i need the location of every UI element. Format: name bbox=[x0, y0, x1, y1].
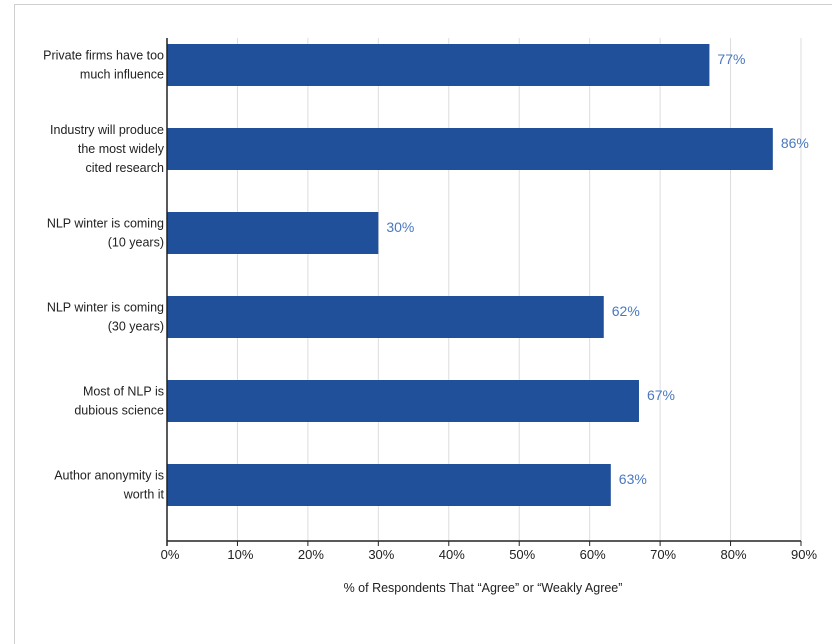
category-label-line: Private firms have too bbox=[43, 49, 164, 63]
bar bbox=[167, 212, 379, 254]
bar bbox=[167, 464, 611, 506]
category-label-line: (10 years) bbox=[108, 236, 164, 250]
x-tick-label: 80% bbox=[721, 547, 747, 562]
category-label-line: the most widely bbox=[78, 142, 165, 156]
x-tick-label: 60% bbox=[580, 547, 606, 562]
bar bbox=[167, 380, 639, 422]
bar-value-label: 30% bbox=[386, 219, 414, 235]
x-tick-label: 50% bbox=[509, 547, 535, 562]
bar-value-label: 67% bbox=[647, 387, 675, 403]
category-label-line: much influence bbox=[80, 68, 164, 82]
x-axis-title: % of Respondents That “Agree” or “Weakly… bbox=[344, 581, 623, 595]
category-label-line: (30 years) bbox=[108, 320, 164, 334]
axes bbox=[166, 38, 802, 546]
gridlines bbox=[236, 38, 802, 541]
x-tick-label: 90% bbox=[791, 547, 817, 562]
category-label: Most of NLP is dubious science bbox=[74, 385, 164, 418]
labels: 0% 10% 20% 30% 40% 50% 60% 70% 80% 90% 77% Private … bbox=[43, 49, 817, 563]
x-tick-label: 10% bbox=[227, 547, 253, 562]
bars bbox=[167, 44, 773, 506]
x-tick-label: 20% bbox=[298, 547, 324, 562]
category-label-line: Author anonymity is bbox=[54, 469, 164, 483]
bar-value-label: 77% bbox=[717, 51, 745, 67]
bar-value-label: 63% bbox=[619, 471, 647, 487]
category-label: NLP winter is coming (30 years) bbox=[47, 301, 164, 334]
bar-chart: 0% 10% 20% 30% 40% 50% 60% 70% 80% 90% 77% Private … bbox=[43, 38, 817, 595]
x-tick-label: 0% bbox=[161, 547, 180, 562]
x-tick-label: 30% bbox=[368, 547, 394, 562]
category-label-line: dubious science bbox=[74, 404, 164, 418]
x-tick-label: 40% bbox=[439, 547, 465, 562]
category-label-line: cited research bbox=[85, 161, 164, 175]
bar bbox=[167, 128, 773, 170]
chart-frame bbox=[14, 4, 832, 644]
x-tick-label: 70% bbox=[650, 547, 676, 562]
category-label-line: Industry will produce bbox=[50, 123, 164, 137]
bar-value-label: 62% bbox=[612, 303, 640, 319]
category-label: NLP winter is coming (10 years) bbox=[47, 217, 164, 250]
category-label-line: Most of NLP is bbox=[83, 385, 164, 399]
category-label-line: NLP winter is coming bbox=[47, 301, 164, 315]
bar bbox=[167, 296, 604, 338]
category-label-line: worth it bbox=[123, 488, 165, 502]
bar bbox=[167, 44, 710, 86]
category-label: Author anonymity is worth it bbox=[54, 469, 164, 502]
category-label-line: NLP winter is coming bbox=[47, 217, 164, 231]
category-label: Private firms have too much influence bbox=[43, 49, 164, 82]
category-label: Industry will produce the most widely cite… bbox=[50, 123, 165, 175]
bar-value-label: 86% bbox=[781, 135, 809, 151]
